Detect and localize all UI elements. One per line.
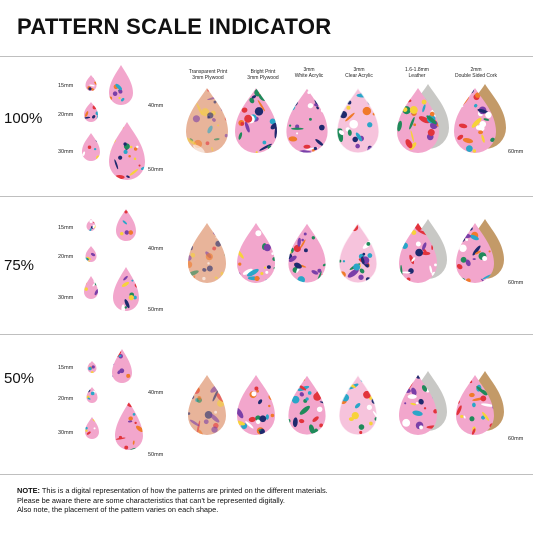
drops-100: [82, 65, 506, 180]
size-label-30: 30mm: [58, 430, 74, 436]
material-drop-bright: [237, 375, 275, 435]
size-label-20: 20mm: [58, 396, 74, 402]
note-bold: NOTE:: [17, 486, 40, 495]
size-sample-drop: [116, 209, 136, 241]
material-drop-clear: [336, 86, 380, 154]
divider-bottom: [0, 474, 533, 475]
size-label-30: 30mm: [58, 295, 74, 301]
material-drop-transparent: [188, 223, 226, 283]
drops-75: [84, 209, 504, 311]
material-label-bright-plywood: Bright Print 3mm Plywood: [247, 69, 279, 81]
divider-top: [0, 56, 533, 57]
size-sample-drop: [87, 361, 97, 373]
material-drop-transparent: [186, 88, 228, 153]
divider-2: [0, 334, 533, 335]
size-label-60: 60mm: [508, 280, 524, 286]
drops-50: [85, 349, 504, 450]
size-sample-drop: [86, 387, 98, 403]
note-line-3: Also note, the placement of the pattern …: [17, 505, 219, 515]
scale-section-50: 50% 15mm 20mm 30mm 40mm 50mm 60mm: [0, 335, 533, 495]
material-label-cork: 2mm Double Sided Cork: [455, 67, 497, 79]
material-drop-transparent: [188, 375, 226, 435]
material-label-transparent-plywood: Transparent Print 3mm Plywood: [188, 69, 228, 81]
size-label-50: 50mm: [148, 167, 164, 173]
scale-section-100: 100% 15mm 20mm 30mm 40mm 50mm 60mm: [0, 57, 533, 217]
material-drop-white: [287, 374, 327, 436]
note-line-2: Please be aware there are some character…: [17, 495, 285, 505]
material-drop-white: [285, 87, 329, 154]
size-label-40: 40mm: [148, 103, 164, 109]
material-drop-clear: [338, 221, 378, 284]
divider-1: [0, 196, 533, 197]
size-sample-drop: [113, 267, 139, 311]
size-label-50: 50mm: [148, 452, 164, 458]
material-drop-clear: [338, 373, 378, 436]
size-label-40: 40mm: [148, 246, 164, 252]
size-sample-drop: [86, 219, 96, 231]
size-sample-drop: [112, 349, 132, 383]
size-label-60: 60mm: [508, 436, 524, 442]
size-label-15: 15mm: [58, 83, 74, 89]
size-label-60: 60mm: [508, 149, 524, 155]
footnote: NOTE: This is a digital representation o…: [17, 486, 522, 515]
note-line-1: NOTE: This is a digital representation o…: [17, 486, 328, 495]
material-label-leather: 1.6-1.8mm Leather: [405, 67, 429, 79]
size-sample-drop: [109, 65, 133, 105]
size-sample-drop: [84, 102, 98, 122]
page-title: PATTERN SCALE INDICATOR: [17, 14, 332, 39]
size-sample-drop: [85, 75, 97, 91]
scale-label: 50%: [4, 370, 35, 387]
material-drop-white: [287, 222, 327, 284]
size-sample-drop: [85, 417, 99, 439]
size-sample-drop: [85, 246, 97, 262]
material-label-white-acrylic: 3mm White Acrylic: [294, 67, 324, 79]
scale-label: 75%: [4, 257, 35, 274]
material-label-clear-acrylic: 3mm Clear Acrylic: [345, 67, 373, 79]
material-drop-bright: [237, 223, 275, 283]
size-label-20: 20mm: [58, 254, 74, 260]
size-label-20: 20mm: [58, 112, 74, 118]
size-label-15: 15mm: [58, 225, 74, 231]
size-label-30: 30mm: [58, 149, 74, 155]
size-label-40: 40mm: [148, 390, 164, 396]
size-sample-drop: [84, 276, 98, 299]
scale-label: 100%: [4, 110, 43, 127]
size-sample-drop: [82, 133, 100, 161]
size-sample-drop: [109, 122, 145, 180]
scale-section-75: 75% 15mm 20mm 30mm 40mm 50mm 60mm: [0, 197, 533, 357]
size-label-50: 50mm: [148, 307, 164, 313]
size-label-15: 15mm: [58, 365, 74, 371]
size-sample-drop: [115, 402, 143, 450]
